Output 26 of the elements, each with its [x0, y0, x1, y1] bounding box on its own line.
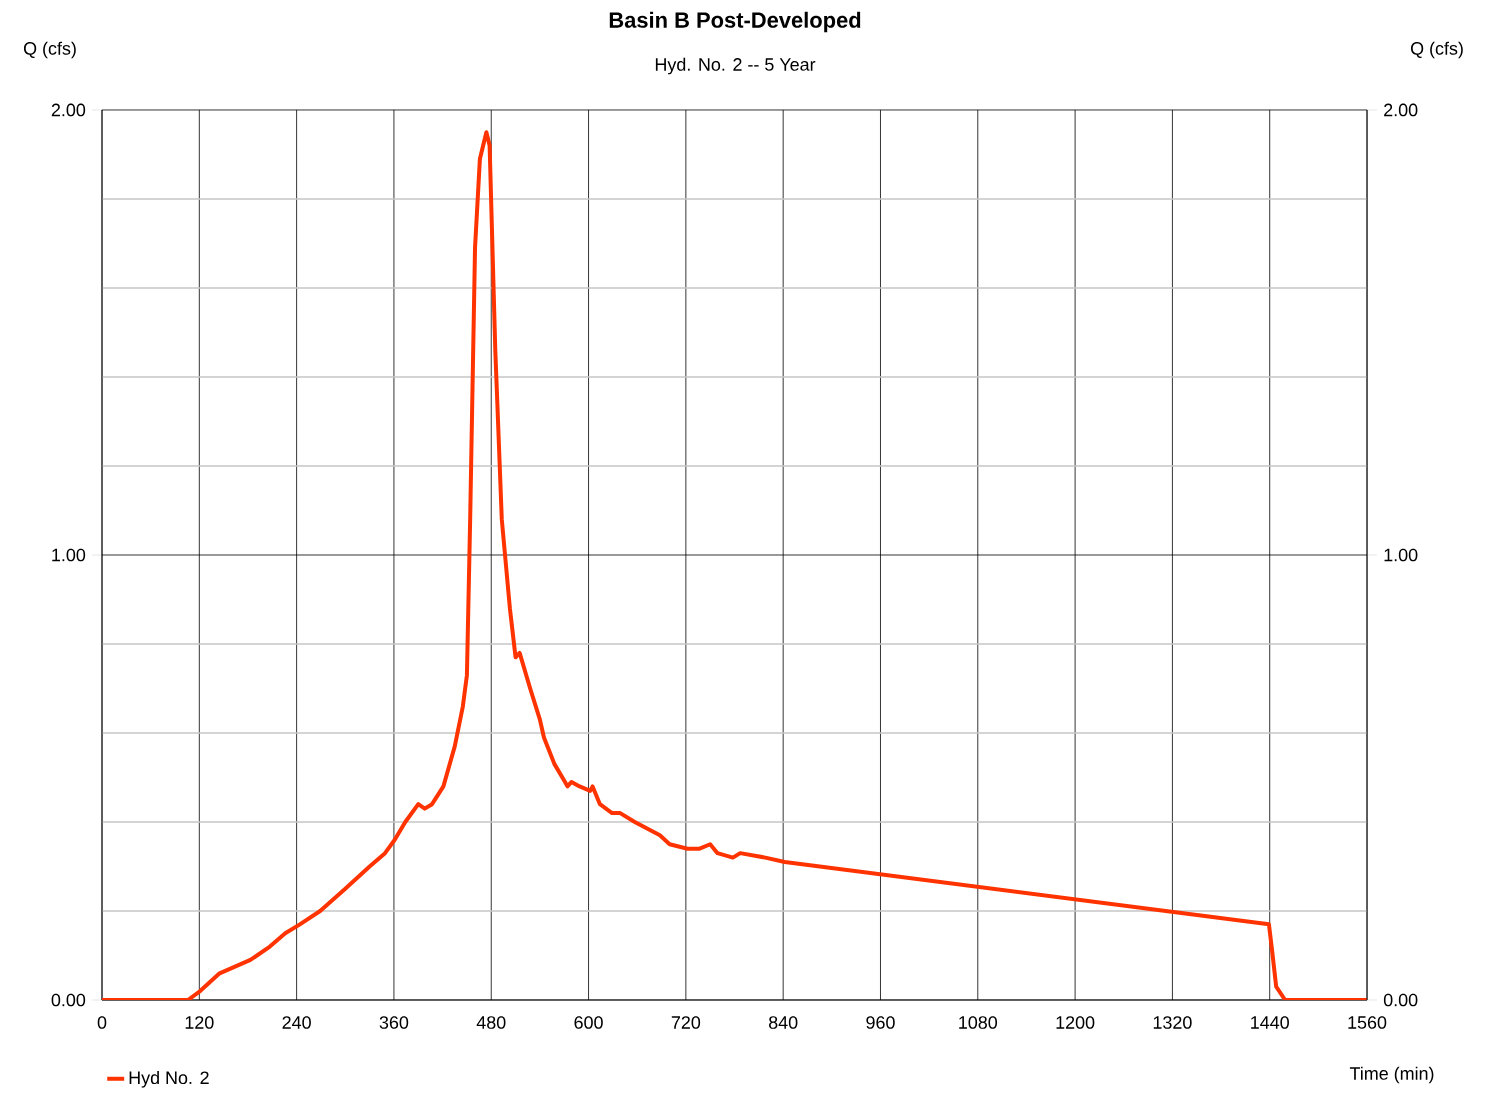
x-tick-label: 720 [671, 1016, 701, 1029]
x-tick-label: 0 [97, 1016, 107, 1029]
x-tick-label: 960 [866, 1016, 895, 1029]
y-tick-label: 1.00 [52, 548, 86, 562]
y-axis-title: Q (cfs) [23, 41, 76, 59]
y-tick-label: 0.00 [51, 993, 86, 1007]
x-tick-label: 240 [282, 1016, 311, 1029]
y2-tick-label: 2.00 [1384, 103, 1418, 117]
x-tick-label: 1440 [1251, 1016, 1289, 1029]
x-tick-label: 1200 [1056, 1016, 1095, 1029]
x-tick-label: 600 [574, 1016, 603, 1029]
x-tick-label: 120 [185, 1016, 214, 1029]
chart-subtitle: Hyd. No. 2 -- 5 Year [655, 57, 816, 75]
x-tick-label: 1080 [959, 1016, 998, 1029]
x-tick-label: 1320 [1153, 1016, 1192, 1029]
x-tick-label: 840 [768, 1016, 798, 1029]
x-tick-label: 360 [379, 1016, 409, 1029]
y2-tick-label: 0.00 [1383, 993, 1418, 1007]
x-axis-title: Time (min) [1349, 1066, 1434, 1084]
y2-axis-title: Q (cfs) [1410, 41, 1463, 59]
y2-tick-label: 1.00 [1384, 548, 1418, 562]
y-tick-label: 2.00 [51, 103, 86, 117]
legend-label: Hyd No. 2 [129, 1070, 209, 1088]
x-tick-label: 480 [476, 1016, 506, 1029]
chart-title: Basin B Post-Developed [609, 11, 861, 33]
x-tick-label: 1560 [1348, 1016, 1387, 1029]
